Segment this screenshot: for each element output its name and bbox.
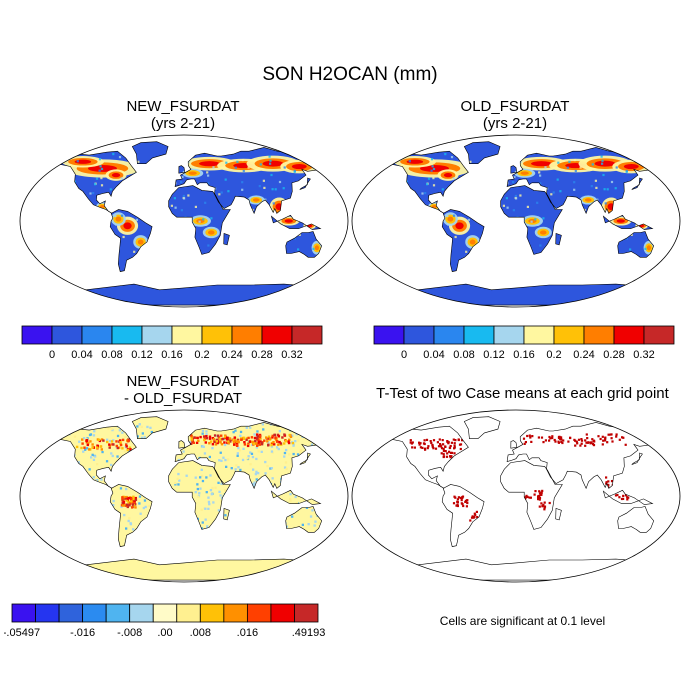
map-diff [19, 409, 349, 583]
colorbar-old-tick-label: 0.16 [513, 349, 534, 361]
panel-title-diff: NEW_FSURDAT - OLD_FSURDAT [18, 373, 348, 407]
colorbar-new-tick-label: 0 [49, 349, 55, 361]
colorbar-new-swatch [51, 325, 83, 345]
colorbar-diff: -.05497 -.016 -.008 .00 .008 .016 .49193 [4, 603, 326, 639]
panel-title-old-line1: OLD_FSURDAT [460, 98, 570, 115]
colorbar-old-tick-label: 0.28 [603, 349, 624, 361]
colorbar-new-swatch [201, 325, 233, 345]
colorbar-diff-tick-label: -.016 [70, 627, 95, 639]
colorbar-new: 0 0.04 0.08 0.12 0.16 0.2 0.24 0.28 0.32 [21, 325, 323, 361]
colorbar-diff-swatch [129, 603, 154, 623]
colorbar-new-swatch [81, 325, 113, 345]
colorbar-old-swatch [643, 325, 675, 345]
colorbar-new-tick-label: 0.12 [131, 349, 152, 361]
colorbar-old-swatch [463, 325, 495, 345]
colorbar-new-swatch [231, 325, 263, 345]
map-new [19, 134, 349, 308]
colorbar-diff-tick-label: .00 [157, 627, 172, 639]
colorbar-old-swatch [553, 325, 585, 345]
colorbar-old-tick-label: 0.2 [546, 349, 561, 361]
colorbar-new-swatch [111, 325, 143, 345]
colorbar-diff-swatch [199, 603, 225, 623]
panel-title-new-line1: NEW_FSURDAT [126, 98, 240, 115]
colorbar-old-swatch [613, 325, 645, 345]
panel-title-old: OLD_FSURDAT (yrs 2-21) [350, 98, 680, 132]
panel-title-ttest: T-Test of two Case means at each grid po… [376, 385, 669, 402]
map-old [351, 134, 681, 308]
colorbar-old: 0 0.04 0.08 0.12 0.16 0.2 0.24 0.28 0.32 [373, 325, 675, 361]
significance-note: Cells are significant at 0.1 level [439, 614, 606, 628]
colorbar-new-tick-label: 0.16 [161, 349, 182, 361]
colorbar-new-swatch [171, 325, 203, 345]
colorbar-diff-swatch [35, 603, 60, 623]
colorbar-diff-swatch [105, 603, 131, 623]
colorbar-new-swatch [21, 325, 53, 345]
colorbar-old-tick-label: 0.08 [453, 349, 474, 361]
colorbar-new-swatch [291, 325, 323, 345]
colorbar-old-tick-label: 0.24 [573, 349, 594, 361]
colorbar-old-tick-label: 0 [401, 349, 407, 361]
colorbar-diff-swatch [294, 603, 319, 623]
colorbar-old-tick-label: 0.12 [483, 349, 504, 361]
colorbar-diff-swatch [82, 603, 107, 623]
colorbar-diff-swatch [176, 603, 201, 623]
colorbar-new-swatch [261, 325, 293, 345]
colorbar-new-tick-label: 0.24 [221, 349, 242, 361]
colorbar-old-tick-label: 0.32 [633, 349, 654, 361]
panel-title-diff-line1: NEW_FSURDAT [126, 373, 240, 390]
panel-title-new-line2: (yrs 2-21) [150, 115, 216, 132]
colorbar-diff-swatch [246, 603, 272, 623]
colorbar-diff-tick-label: -.008 [117, 627, 142, 639]
colorbar-old-swatch [373, 325, 405, 345]
colorbar-new-tick-label: 0.08 [101, 349, 122, 361]
figure-title: SON H2OCAN (mm) [262, 64, 438, 85]
colorbar-diff-swatch [223, 603, 248, 623]
colorbar-diff-tick-label: .008 [190, 627, 211, 639]
colorbar-new-tick-label: 0.04 [71, 349, 92, 361]
colorbar-diff-swatch [270, 603, 295, 623]
colorbar-new-tick-label: 0.32 [281, 349, 302, 361]
colorbar-diff-tick-label: .016 [237, 627, 258, 639]
panel-title-new: NEW_FSURDAT (yrs 2-21) [18, 98, 348, 132]
panel-title-diff-line2: - OLD_FSURDAT [123, 390, 243, 407]
colorbar-diff-tick-label: .49193 [292, 627, 326, 639]
colorbar-old-swatch [523, 325, 555, 345]
panel-title-old-line2: (yrs 2-21) [482, 115, 548, 132]
colorbar-new-swatch [141, 325, 173, 345]
colorbar-diff-swatch [58, 603, 84, 623]
map-ttest [351, 409, 681, 583]
colorbar-old-swatch [493, 325, 525, 345]
colorbar-diff-swatch [11, 603, 36, 623]
colorbar-old-swatch [433, 325, 465, 345]
colorbar-new-tick-label: 0.28 [251, 349, 272, 361]
colorbar-diff-tick-label: -.05497 [4, 627, 40, 639]
colorbar-old-swatch [583, 325, 615, 345]
colorbar-old-swatch [403, 325, 435, 345]
colorbar-diff-swatch [152, 603, 178, 623]
colorbar-old-tick-label: 0.04 [423, 349, 444, 361]
colorbar-new-tick-label: 0.2 [194, 349, 209, 361]
